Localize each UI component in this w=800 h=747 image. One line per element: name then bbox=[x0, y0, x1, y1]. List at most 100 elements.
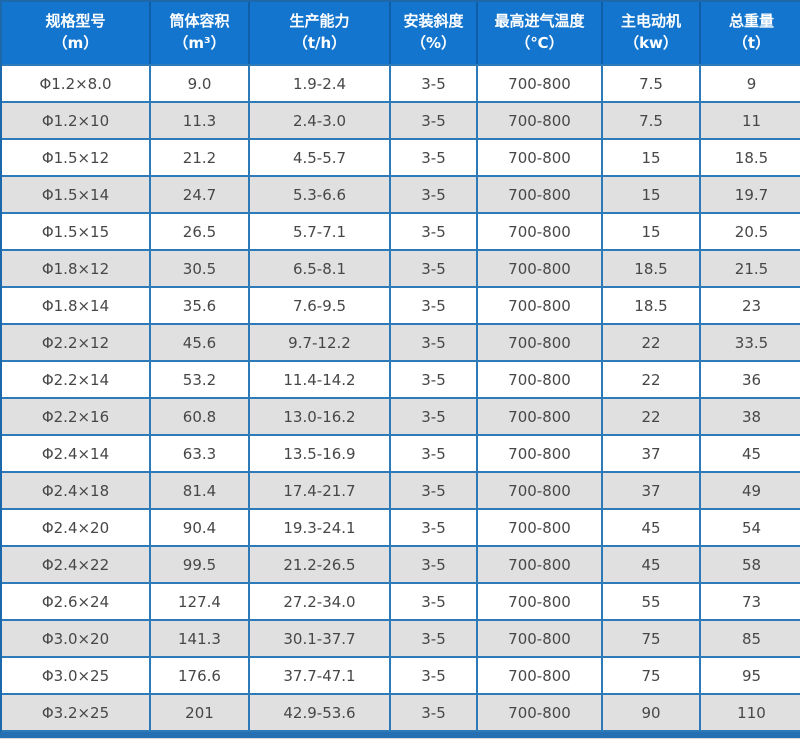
table-cell: 700-800 bbox=[476, 286, 603, 325]
table-cell: 141.3 bbox=[149, 619, 250, 658]
table-cell: 22 bbox=[601, 323, 701, 362]
table-cell: 700-800 bbox=[476, 249, 603, 288]
table-row: Φ2.2×12 45.6 9.7-12.2 3-5 700-800 22 33.5 bbox=[2, 323, 800, 362]
table-row: Φ3.2×25 201 42.9-53.6 3-5 700-800 90 110 bbox=[2, 693, 800, 732]
table-cell: 7.5 bbox=[601, 65, 701, 103]
table-cell: Φ1.5×15 bbox=[2, 212, 151, 251]
table-row: Φ1.5×12 21.2 4.5-5.7 3-5 700-800 15 18.5 bbox=[2, 138, 800, 177]
table-cell: 3-5 bbox=[389, 249, 478, 288]
table-row: Φ1.8×14 35.6 7.6-9.5 3-5 700-800 18.5 23 bbox=[2, 286, 800, 325]
table-cell: 36 bbox=[699, 360, 800, 399]
table-cell: Φ2.2×14 bbox=[2, 360, 151, 399]
spec-table: 规格型号 （m） 筒体容积 （m³） 生产能力 （t/h） 安装斜度 （%） 最高进气温度 （℃）… bbox=[0, 0, 800, 732]
column-label: 最高进气温度 bbox=[494, 12, 585, 31]
table-cell: 49 bbox=[699, 471, 800, 510]
table-cell: 11.4-14.2 bbox=[248, 360, 391, 399]
table-row: Φ2.4×14 63.3 13.5-16.9 3-5 700-800 37 45 bbox=[2, 434, 800, 473]
column-header: 安装斜度 （%） bbox=[389, 2, 477, 66]
table-cell: 700-800 bbox=[476, 360, 603, 399]
table-header: 规格型号 （m） 筒体容积 （m³） 生产能力 （t/h） 安装斜度 （%） 最高进气温度 （℃）… bbox=[2, 2, 800, 66]
table-cell: 9.7-12.2 bbox=[248, 323, 391, 362]
column-unit: （m³） bbox=[173, 34, 226, 52]
table-row: Φ1.2×8.0 9.0 1.9-2.4 3-5 700-800 7.5 9 bbox=[2, 65, 800, 103]
table-cell: 23 bbox=[699, 286, 800, 325]
table-cell: 37.7-47.1 bbox=[248, 656, 391, 695]
table-cell: 3-5 bbox=[389, 545, 478, 584]
table-cell: 21.2-26.5 bbox=[248, 545, 391, 584]
table-cell: 20.5 bbox=[699, 212, 800, 251]
column-label: 安装斜度 bbox=[403, 12, 464, 31]
table-row: Φ1.5×15 26.5 5.7-7.1 3-5 700-800 15 20.5 bbox=[2, 212, 800, 251]
table-cell: 3-5 bbox=[389, 508, 478, 547]
table-cell: 3-5 bbox=[389, 175, 478, 214]
table-cell: 2.4-3.0 bbox=[248, 101, 391, 140]
table-cell: 3-5 bbox=[389, 582, 478, 621]
table-cell: 21.5 bbox=[699, 249, 800, 288]
table-cell: Φ3.0×25 bbox=[2, 656, 151, 695]
table-cell: Φ2.2×12 bbox=[2, 323, 151, 362]
table-cell: 700-800 bbox=[476, 323, 603, 362]
table-cell: 99.5 bbox=[149, 545, 250, 584]
table-cell: 1.9-2.4 bbox=[248, 65, 391, 103]
table-cell: Φ2.6×24 bbox=[2, 582, 151, 621]
table-cell: 18.5 bbox=[601, 286, 701, 325]
column-unit: （t） bbox=[732, 34, 771, 52]
table-cell: Φ1.8×12 bbox=[2, 249, 151, 288]
table-cell: Φ3.0×20 bbox=[2, 619, 151, 658]
table-cell: 58 bbox=[699, 545, 800, 584]
table-cell: 6.5-8.1 bbox=[248, 249, 391, 288]
table-cell: 35.6 bbox=[149, 286, 250, 325]
table-cell: 700-800 bbox=[476, 471, 603, 510]
column-label: 筒体容积 bbox=[169, 12, 230, 31]
table-cell: 90 bbox=[601, 693, 701, 732]
table-cell: Φ2.4×18 bbox=[2, 471, 151, 510]
table-row: Φ2.2×16 60.8 13.0-16.2 3-5 700-800 22 38 bbox=[2, 397, 800, 436]
table-cell: 26.5 bbox=[149, 212, 250, 251]
column-unit: （℃） bbox=[515, 34, 564, 52]
table-cell: 63.3 bbox=[149, 434, 250, 473]
table-row: Φ1.5×14 24.7 5.3-6.6 3-5 700-800 15 19.7 bbox=[2, 175, 800, 214]
table-cell: 3-5 bbox=[389, 138, 478, 177]
table-row: Φ2.4×22 99.5 21.2-26.5 3-5 700-800 45 58 bbox=[2, 545, 800, 584]
table-cell: 11.3 bbox=[149, 101, 250, 140]
table-cell: 3-5 bbox=[389, 212, 478, 251]
table-cell: 700-800 bbox=[476, 138, 603, 177]
table-cell: Φ2.4×20 bbox=[2, 508, 151, 547]
table-cell: 18.5 bbox=[699, 138, 800, 177]
column-header: 总重量 （t） bbox=[699, 2, 800, 66]
table-cell: 3-5 bbox=[389, 693, 478, 732]
column-label: 生产能力 bbox=[289, 12, 350, 31]
table-row: Φ2.4×18 81.4 17.4-21.7 3-5 700-800 37 49 bbox=[2, 471, 800, 510]
table-cell: 22 bbox=[601, 397, 701, 436]
table-cell: 700-800 bbox=[476, 656, 603, 695]
column-label: 规格型号 bbox=[45, 12, 106, 31]
column-unit: （m） bbox=[52, 34, 99, 52]
table-cell: 15 bbox=[601, 212, 701, 251]
table-cell: 15 bbox=[601, 138, 701, 177]
table-cell: 18.5 bbox=[601, 249, 701, 288]
table-cell: 90.4 bbox=[149, 508, 250, 547]
table-cell: Φ3.2×25 bbox=[2, 693, 151, 732]
table-cell: 700-800 bbox=[476, 545, 603, 584]
column-label: 主电动机 bbox=[620, 12, 681, 31]
table-cell: 9 bbox=[699, 65, 800, 103]
table-cell: 45 bbox=[601, 508, 701, 547]
table-cell: 75 bbox=[601, 656, 701, 695]
table-cell: 75 bbox=[601, 619, 701, 658]
table-cell: 3-5 bbox=[389, 434, 478, 473]
table-cell: Φ1.2×10 bbox=[2, 101, 151, 140]
table-cell: 95 bbox=[699, 656, 800, 695]
table-cell: 54 bbox=[699, 508, 800, 547]
table-cell: 37 bbox=[601, 471, 701, 510]
table-cell: 3-5 bbox=[389, 619, 478, 658]
table-row: Φ2.4×20 90.4 19.3-24.1 3-5 700-800 45 54 bbox=[2, 508, 800, 547]
table-cell: 60.8 bbox=[149, 397, 250, 436]
column-unit: （t/h） bbox=[292, 34, 347, 52]
column-unit: （%） bbox=[410, 34, 457, 52]
column-header: 规格型号 （m） bbox=[2, 2, 150, 66]
table-cell: 3-5 bbox=[389, 397, 478, 436]
table-cell: Φ1.2×8.0 bbox=[2, 65, 151, 103]
table-bottom-bar bbox=[0, 732, 800, 738]
table-cell: 3-5 bbox=[389, 286, 478, 325]
table-cell: 7.6-9.5 bbox=[248, 286, 391, 325]
